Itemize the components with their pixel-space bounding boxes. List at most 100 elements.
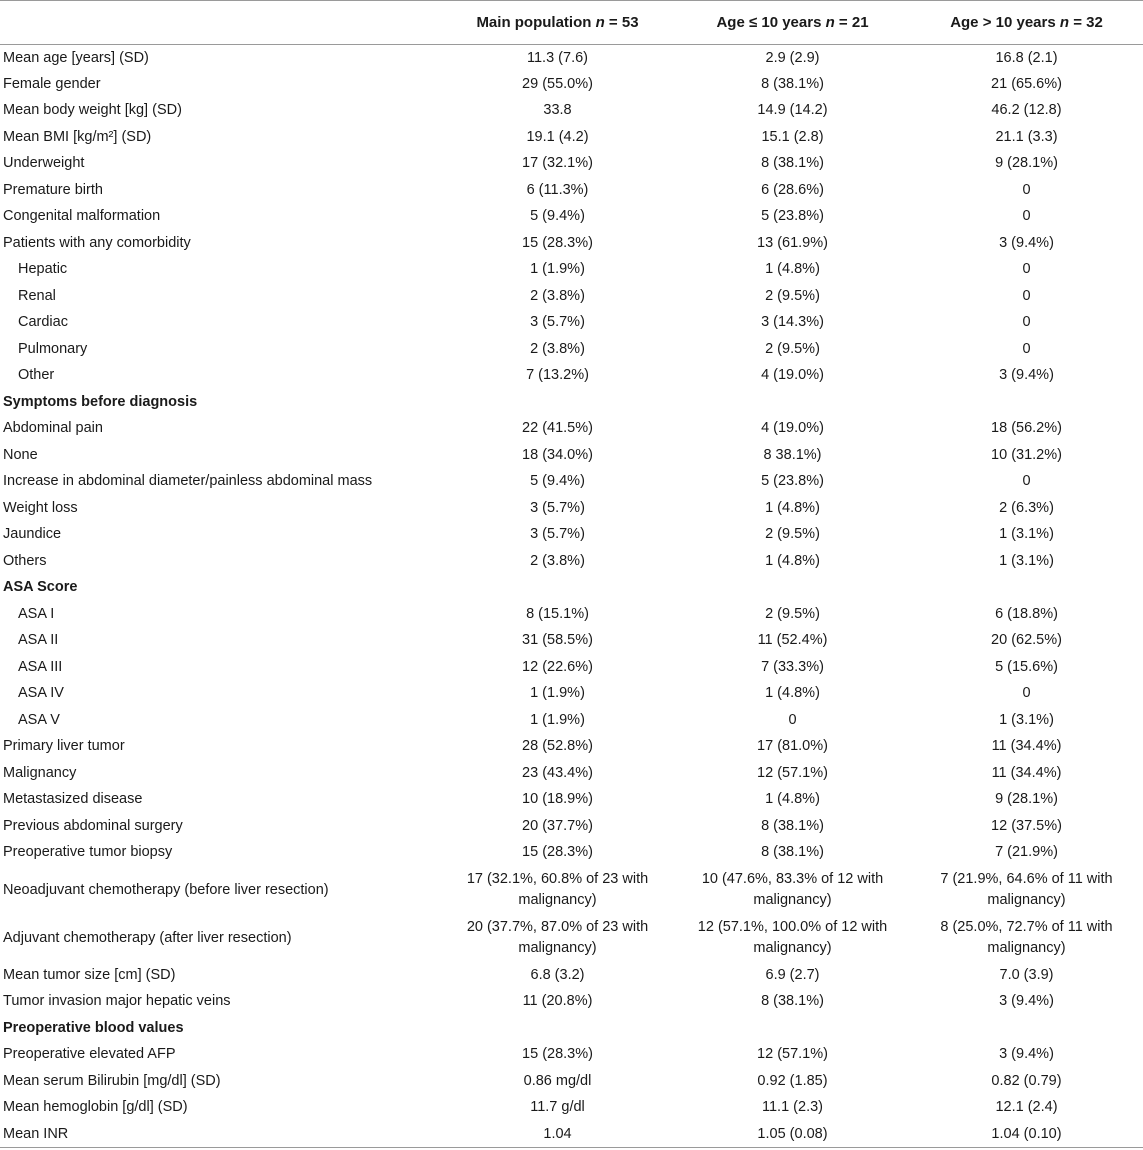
table-row: Malignancy 23 (43.4%) 12 (57.1%) 11 (34.4%): [0, 760, 1143, 787]
cell-age-le-10: [675, 1015, 910, 1042]
row-label: Jaundice: [3, 526, 62, 543]
cell-main-population: 5 (9.4%): [530, 473, 585, 490]
cell-age-le-10: 2 (9.5%): [765, 605, 820, 622]
cell-age-gt-10: 16.8 (2.1): [995, 49, 1058, 66]
row-label: Metastasized disease: [3, 791, 143, 808]
table-row: Underweight 17 (32.1%) 8 (38.1%) 9 (28.1%): [0, 151, 1143, 178]
cell-age-gt-10: 8 (25.0%, 72.7% of 11 with malignancy): [940, 919, 1113, 956]
table-row: Patients with any comorbidity 15 (28.3%) 1…: [0, 230, 1143, 257]
header-age-gt-10: Age > 10 years n = 32: [910, 0, 1143, 45]
table-row: Hepatic 1 (1.9%) 1 (4.8%) 0: [0, 257, 1143, 284]
row-label: Pulmonary: [18, 340, 88, 357]
cell-age-le-10: 7 (33.3%): [761, 658, 824, 675]
cell-age-le-10: 12 (57.1%): [757, 764, 828, 781]
cell-main-population: 1.04: [440, 1121, 675, 1148]
table-row: Adjuvant chemotherapy (after liver resec…: [0, 914, 1143, 962]
table-row: Preoperative elevated AFP 15 (28.3%) 12 (5…: [0, 1042, 1143, 1069]
table-row: Other 7 (13.2%) 4 (19.0%) 3 (9.4%): [0, 363, 1143, 390]
table-row: ASA IV 1 (1.9%) 1 (4.8%) 0: [0, 681, 1143, 708]
cell-age-le-10: [675, 389, 910, 416]
cell-age-le-10: 5 (23.8%): [761, 473, 824, 490]
cell-age-gt-10: 9 (28.1%): [995, 155, 1058, 172]
table-row: Metastasized disease 10 (18.9%) 1 (4.8%) 9 …: [0, 787, 1143, 814]
cell-main-population: 15 (28.3%): [522, 844, 593, 861]
cell-main-population: 23 (43.4%): [522, 764, 593, 781]
row-label: Abdominal pain: [3, 420, 103, 437]
cell-age-gt-10: 12.1 (2.4): [995, 1099, 1058, 1116]
cell-main-population: 18 (34.0%): [522, 446, 593, 463]
table-row: Tumor invasion major hepatic veins 11 (20…: [0, 989, 1143, 1016]
cell-main-population: 20 (37.7%): [522, 817, 593, 834]
cell-main-population: 1 (1.9%): [530, 711, 585, 728]
cell-age-le-10: 8 (38.1%): [761, 155, 824, 172]
cell-age-gt-10: 7 (21.9%): [995, 844, 1058, 861]
cell-age-gt-10: 3 (9.4%): [999, 367, 1054, 384]
cell-age-le-10: 1 (4.8%): [765, 791, 820, 808]
cell-main-population: 19.1 (4.2): [526, 128, 589, 145]
header-age-le-10: Age ≤ 10 years n = 21: [675, 0, 910, 45]
cell-main-population: 11.7 g/dl: [530, 1099, 585, 1116]
table-row: Abdominal pain 22 (41.5%) 4 (19.0%) 18 (56.…: [0, 416, 1143, 443]
row-label: Mean body weight [kg] (SD): [3, 102, 182, 119]
cell-age-gt-10: 5 (15.6%): [995, 658, 1058, 675]
row-label: ASA II: [18, 632, 59, 649]
cell-age-le-10: 12 (57.1%, 100.0% of 12 with malignancy): [697, 919, 888, 956]
cell-age-le-10: 14.9 (14.2): [757, 102, 828, 119]
table-row: Primary liver tumor 28 (52.8%) 17 (81.0%) 1…: [0, 734, 1143, 761]
cell-main-population: 22 (41.5%): [522, 420, 593, 437]
cell-age-gt-10: 46.2 (12.8): [991, 102, 1062, 119]
cell-main-population: 5 (9.4%): [530, 208, 585, 225]
row-label: Underweight: [3, 155, 85, 172]
section-header-row: Preoperative blood values: [0, 1015, 1143, 1042]
cell-age-le-10: 11 (52.4%): [757, 632, 828, 649]
cell-age-gt-10: 0: [1022, 340, 1031, 357]
table-row: Increase in abdominal diameter/painless …: [0, 469, 1143, 496]
table-row: Preoperative tumor biopsy 15 (28.3%) 8 (38…: [0, 840, 1143, 867]
table-row: None 18 (34.0%) 8 38.1%) 10 (31.2%): [0, 442, 1143, 469]
row-label: Renal: [18, 287, 56, 304]
cell-age-le-10: 10 (47.6%, 83.3% of 12 with malignancy): [701, 871, 884, 908]
cell-main-population: 3 (5.7%): [530, 526, 585, 543]
cell-main-population: 8 (15.1%): [526, 605, 589, 622]
cell-age-le-10: 13 (61.9%): [757, 234, 828, 251]
cell-main-population: 10 (18.9%): [522, 791, 593, 808]
cell-age-gt-10: 2 (6.3%): [999, 499, 1054, 516]
cell-age-le-10: 3 (14.3%): [761, 314, 824, 331]
cell-main-population: 11 (20.8%): [522, 993, 593, 1010]
row-label: Increase in abdominal diameter/painless …: [3, 473, 373, 490]
cell-age-gt-10: 0: [1022, 287, 1031, 304]
table-row: Mean serum Bilirubin [mg/dl] (SD) 0.86 mg…: [0, 1068, 1143, 1095]
row-label: Preoperative tumor biopsy: [3, 844, 173, 861]
cell-age-gt-10: 1 (3.1%): [999, 526, 1054, 543]
cell-age-le-10: 2 (9.5%): [765, 340, 820, 357]
row-label: ASA I: [18, 605, 55, 622]
cell-age-le-10: 8 (38.1%): [761, 993, 824, 1010]
cell-main-population: [440, 389, 675, 416]
section-title: Preoperative blood values: [3, 1019, 184, 1036]
cell-main-population: 15 (28.3%): [522, 234, 593, 251]
cell-age-gt-10: [910, 575, 1143, 602]
row-label: Congenital malformation: [3, 208, 161, 225]
cell-main-population: 17 (32.1%, 60.8% of 23 with malignancy): [466, 871, 649, 908]
cell-age-gt-10: 20 (62.5%): [991, 632, 1062, 649]
table-row: Mean INR 1.04 1.05 (0.08) 1.04 (0.10): [0, 1121, 1143, 1148]
row-label: Malignancy: [3, 764, 77, 781]
row-label: Others: [3, 552, 47, 569]
cell-age-le-10: 15.1 (2.8): [761, 128, 824, 145]
cell-main-population: 29 (55.0%): [522, 75, 593, 92]
cell-age-le-10: 5 (23.8%): [761, 208, 824, 225]
cell-age-gt-10: [910, 389, 1143, 416]
table-row: ASA III 12 (22.6%) 7 (33.3%) 5 (15.6%): [0, 654, 1143, 681]
cell-age-le-10: 1 (4.8%): [765, 552, 820, 569]
row-label: Tumor invasion major hepatic veins: [3, 993, 231, 1010]
cell-main-population: 2 (3.8%): [530, 287, 585, 304]
cell-age-le-10: 8 38.1%): [763, 446, 822, 463]
cell-age-le-10: 17 (81.0%): [757, 738, 828, 755]
cell-age-gt-10: 0: [1022, 261, 1031, 278]
table-header-row: Main population n = 53 Age ≤ 10 years n …: [0, 0, 1143, 45]
cell-main-population: [440, 1015, 675, 1042]
cell-age-gt-10: 6 (18.8%): [995, 605, 1058, 622]
row-label: Mean age [years] (SD): [3, 49, 149, 66]
cell-age-le-10: 0.92 (1.85): [757, 1072, 828, 1089]
